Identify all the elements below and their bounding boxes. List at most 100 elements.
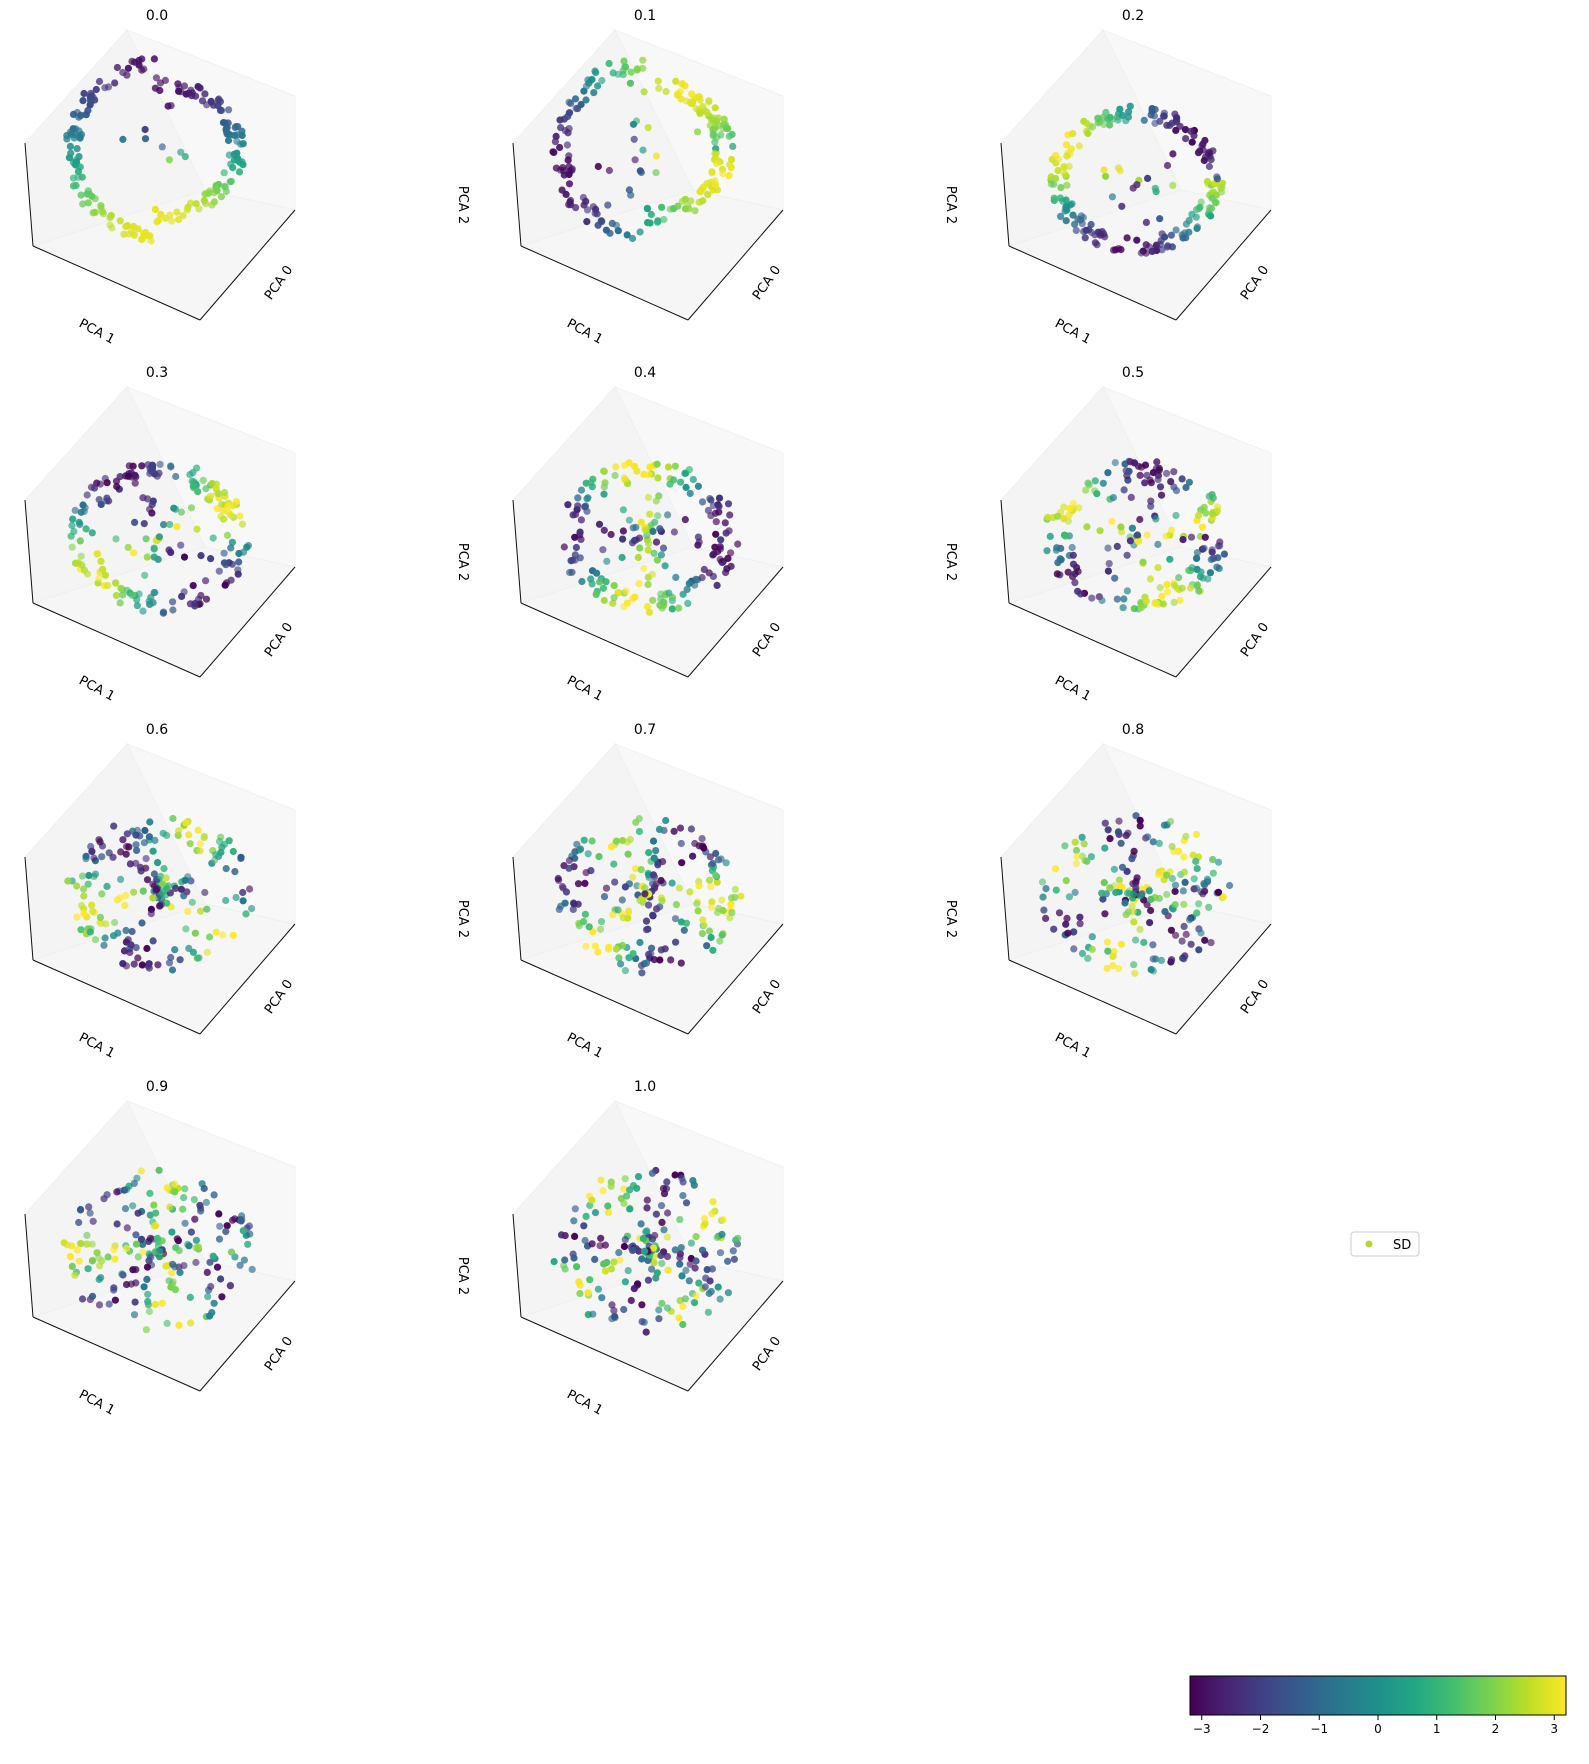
scatter-point bbox=[1193, 909, 1201, 917]
scatter-point bbox=[1147, 895, 1155, 903]
scatter-point bbox=[1109, 952, 1117, 960]
scatter-point bbox=[656, 525, 664, 533]
scatter-point bbox=[567, 201, 575, 209]
scatter-point bbox=[131, 1298, 139, 1306]
scatter-point bbox=[190, 1196, 198, 1204]
scatter-point bbox=[1205, 148, 1213, 156]
scatter-point bbox=[142, 855, 150, 863]
scatter-point bbox=[626, 79, 634, 87]
scatter-point bbox=[718, 896, 726, 904]
scatter-point bbox=[171, 1188, 179, 1196]
scatter-point bbox=[1155, 466, 1163, 474]
scatter-point bbox=[210, 1191, 218, 1199]
scatter-point bbox=[711, 181, 720, 189]
scatter-point bbox=[227, 1248, 236, 1256]
scatter-point bbox=[206, 1258, 214, 1266]
scatter-point bbox=[145, 1307, 153, 1316]
scatter-point bbox=[81, 504, 89, 512]
scatter-point bbox=[712, 530, 720, 538]
scatter-point bbox=[1110, 865, 1118, 873]
scatter-point bbox=[169, 814, 177, 823]
scatter-point bbox=[1115, 876, 1123, 884]
colorbar-tick-label: 1 bbox=[1433, 1722, 1441, 1736]
axis-label-y: PCA 1 bbox=[76, 673, 117, 704]
scatter-point bbox=[1186, 584, 1195, 592]
scatter-point bbox=[224, 502, 232, 510]
scatter-point bbox=[629, 873, 637, 881]
scatter-point bbox=[1102, 172, 1110, 180]
scatter-point bbox=[1166, 555, 1174, 563]
scatter-point bbox=[705, 927, 714, 935]
scatter-point bbox=[1104, 826, 1112, 834]
scatter-point bbox=[1069, 211, 1077, 219]
scatter-point bbox=[87, 98, 95, 106]
scatter-point bbox=[644, 580, 652, 589]
scatter-point bbox=[643, 1204, 651, 1212]
scatter-point bbox=[1124, 908, 1132, 916]
scatter-point bbox=[121, 1205, 130, 1213]
scatter-point bbox=[223, 1222, 231, 1230]
scatter-point bbox=[638, 1301, 646, 1309]
scatter-point bbox=[1104, 567, 1112, 575]
scatter-point bbox=[601, 1241, 609, 1249]
scatter-point bbox=[196, 840, 204, 848]
scatter-point bbox=[111, 918, 119, 927]
scatter-point bbox=[245, 1222, 253, 1230]
scatter-point bbox=[663, 1252, 672, 1261]
scatter-point bbox=[160, 865, 168, 873]
scatter-point bbox=[605, 943, 613, 951]
scatter-point bbox=[1091, 477, 1099, 485]
scatter-point bbox=[626, 1205, 634, 1213]
scatter-point bbox=[1062, 877, 1070, 885]
scatter-point bbox=[146, 818, 154, 826]
scatter-point bbox=[1125, 467, 1133, 475]
scatter-point bbox=[626, 835, 634, 843]
scatter-point bbox=[642, 917, 651, 925]
scatter-point bbox=[1072, 846, 1081, 855]
scatter-point bbox=[1201, 881, 1209, 889]
scatter-point bbox=[161, 214, 170, 223]
scatter-point bbox=[594, 948, 602, 956]
scatter-point bbox=[1084, 129, 1092, 138]
scatter-point bbox=[591, 1255, 599, 1263]
scatter-point bbox=[1141, 479, 1149, 487]
scatter-point bbox=[1152, 515, 1160, 523]
scatter-point bbox=[1061, 207, 1069, 215]
scatter-point bbox=[86, 1209, 94, 1217]
scatter-point bbox=[684, 599, 692, 607]
scatter-point bbox=[122, 1244, 131, 1253]
scatter-point bbox=[703, 108, 711, 117]
scatter-point bbox=[1133, 531, 1142, 539]
scatter-point bbox=[1065, 893, 1073, 901]
scatter-point bbox=[574, 494, 582, 502]
scatter-point bbox=[152, 1209, 160, 1217]
scatter-point bbox=[727, 163, 735, 172]
scatter-point bbox=[564, 156, 572, 164]
scatter-point bbox=[1070, 945, 1078, 953]
scatter-point bbox=[166, 1203, 174, 1211]
scatter-point bbox=[677, 1244, 685, 1252]
scatter-point bbox=[125, 462, 133, 470]
scatter-point bbox=[226, 1281, 234, 1289]
scatter-point bbox=[186, 1293, 194, 1301]
axis-line-x bbox=[1175, 209, 1272, 321]
scatter-point bbox=[1163, 469, 1171, 477]
scatter-point bbox=[1066, 504, 1074, 513]
scatter-point bbox=[555, 876, 563, 884]
scatter-point bbox=[1134, 537, 1142, 545]
scatter-point bbox=[228, 1216, 237, 1224]
scatter-point bbox=[565, 170, 573, 179]
scatter-point bbox=[1068, 543, 1076, 552]
scatter-point bbox=[1111, 459, 1119, 467]
scatter-point bbox=[709, 859, 717, 868]
scatter-point bbox=[149, 880, 157, 888]
scatter-point bbox=[1071, 220, 1079, 228]
scatter-point bbox=[162, 874, 170, 882]
scatter-point bbox=[150, 870, 158, 878]
scatter-point bbox=[649, 1244, 658, 1252]
axis-label-x: PCA 0 bbox=[750, 263, 784, 303]
scatter-point bbox=[1185, 916, 1194, 924]
scatter-point bbox=[238, 1215, 246, 1224]
axis-line-x bbox=[1175, 566, 1272, 678]
